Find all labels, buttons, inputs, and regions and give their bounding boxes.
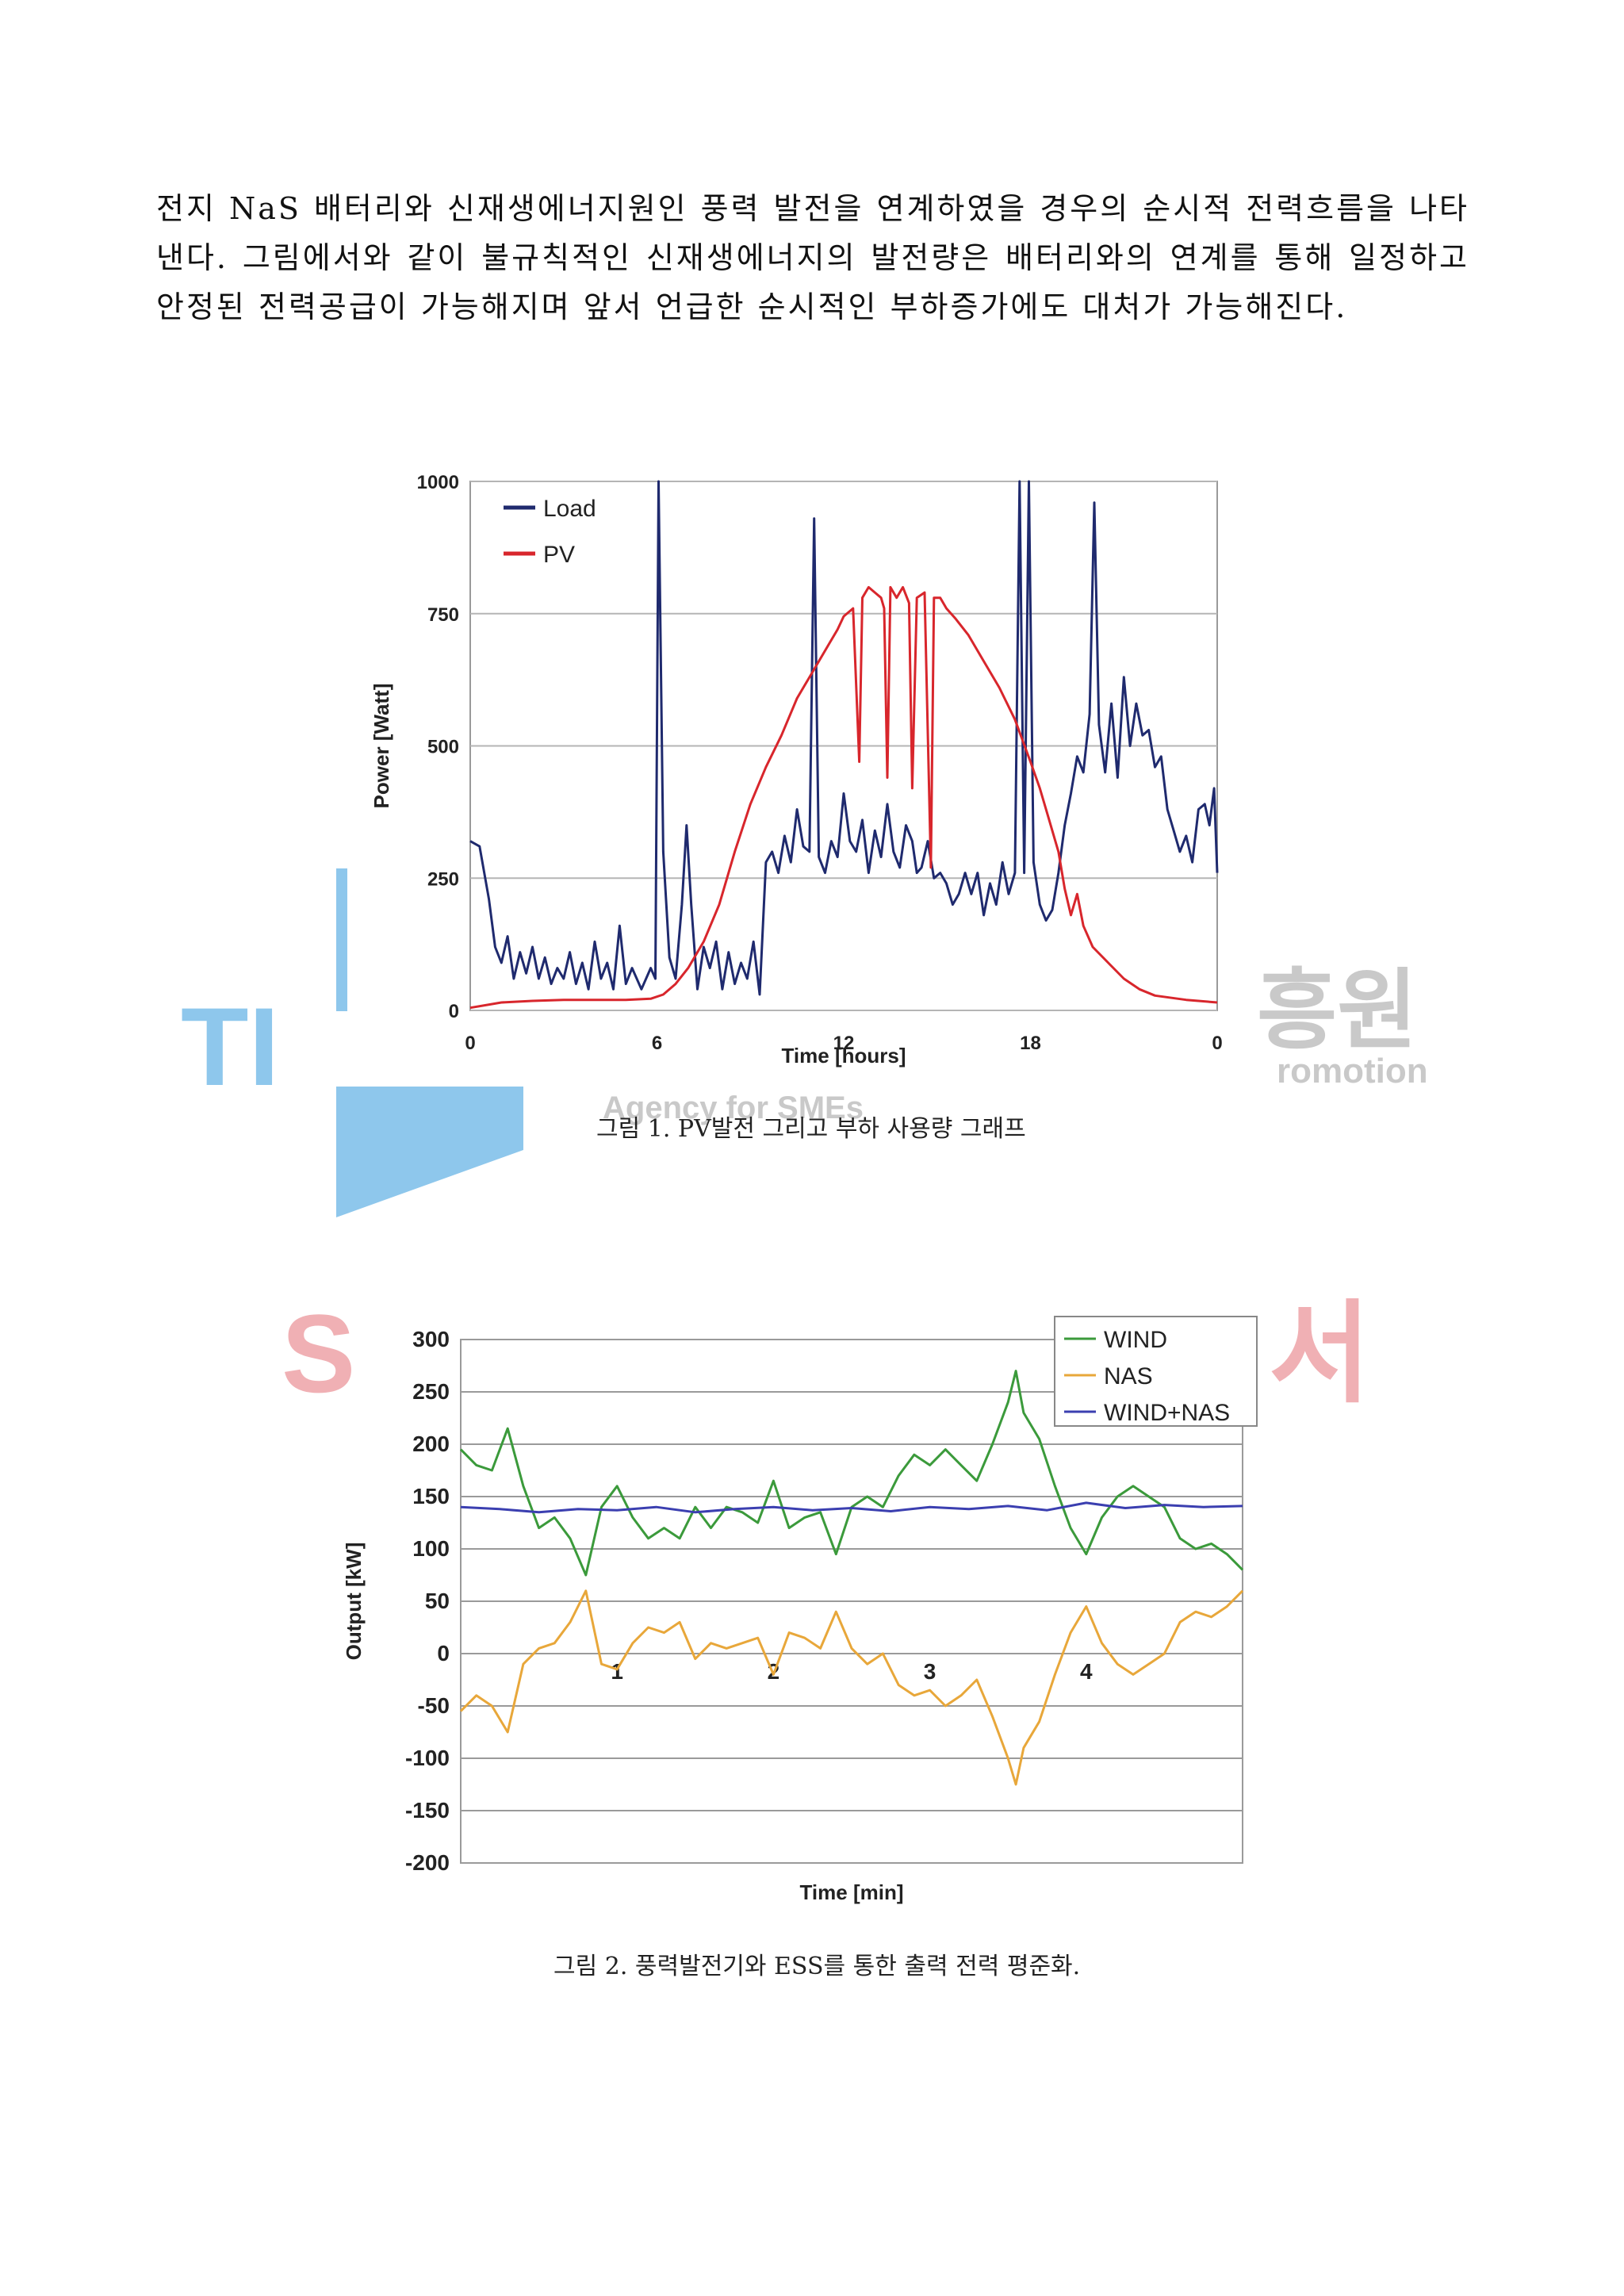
watermark-red-right: 서 bbox=[1269, 1291, 1371, 1416]
y-tick-label: -100 bbox=[405, 1746, 450, 1770]
figure2-caption: 그림 2. 풍력발전기와 ESS를 통한 출력 전력 평준화. bbox=[553, 1953, 1081, 1980]
y-tick-label: -150 bbox=[405, 1798, 450, 1823]
y-tick-label: 200 bbox=[412, 1432, 450, 1456]
legend-label: NAS bbox=[1104, 1363, 1153, 1389]
watermark-blue-shape bbox=[336, 1087, 523, 1217]
y-axis-title: Power [Watt] bbox=[370, 684, 393, 809]
y-tick-label: 100 bbox=[412, 1536, 450, 1561]
legend-label: Load bbox=[543, 496, 596, 522]
y-tick-label: 500 bbox=[427, 737, 459, 758]
y-tick-label: 750 bbox=[427, 604, 459, 626]
y-tick-label: 150 bbox=[412, 1484, 450, 1508]
y-tick-label: 250 bbox=[427, 868, 459, 890]
x-tick-label: 0 bbox=[465, 1033, 475, 1054]
y-axis-title: Output [kW] bbox=[342, 1543, 366, 1661]
y-tick-label: 300 bbox=[412, 1327, 450, 1351]
figure1-caption: 그림 1. PV발전 그리고 부하 사용량 그래프 bbox=[596, 1115, 1026, 1143]
x-axis-title: Time [hours] bbox=[782, 1044, 906, 1068]
x-tick-label: 0 bbox=[1212, 1033, 1222, 1054]
series-line-nas bbox=[459, 1589, 1244, 1786]
x-axis-title: Time [min] bbox=[800, 1880, 904, 1904]
series-line-load bbox=[469, 480, 1219, 996]
figure1-chart: 0 250 500 750 1000 0 6 12 18 0 Time [hours] Power [… bbox=[370, 472, 1223, 1068]
x-tick-label: 12 bbox=[833, 1033, 855, 1054]
legend-label: WIND+NAS bbox=[1104, 1400, 1230, 1426]
legend-box bbox=[1054, 1316, 1258, 1427]
watermark-letters: TI bbox=[181, 984, 279, 1109]
x-tick-label: 3 bbox=[924, 1659, 936, 1684]
watermark-blue-bar bbox=[336, 868, 347, 1011]
y-tick-label: 0 bbox=[449, 1001, 459, 1022]
series-line-pv bbox=[469, 585, 1218, 1010]
y-tick-label: -200 bbox=[405, 1850, 450, 1875]
y-tick-label: 1000 bbox=[417, 472, 459, 493]
x-tick-label: 18 bbox=[1020, 1033, 1041, 1054]
y-tick-label: 50 bbox=[425, 1589, 450, 1613]
x-tick-label: 6 bbox=[652, 1033, 662, 1054]
y-tick-label: 250 bbox=[412, 1379, 450, 1404]
intro-paragraph: 전지 NaS 배터리와 신재생에너지원인 풍력 발전을 연계하였을 경우의 순시… bbox=[156, 191, 1469, 324]
y-tick-label: -50 bbox=[418, 1693, 450, 1718]
x-tick-label: 4 bbox=[1080, 1659, 1093, 1684]
legend-label: PV bbox=[543, 542, 575, 568]
watermark-english: romotion bbox=[1277, 1052, 1428, 1091]
legend-label: WIND bbox=[1104, 1327, 1167, 1353]
y-tick-label: 0 bbox=[437, 1641, 450, 1665]
series-line-wind-nas bbox=[460, 1501, 1243, 1514]
watermark-hangul: 흥원 bbox=[1257, 962, 1417, 1060]
